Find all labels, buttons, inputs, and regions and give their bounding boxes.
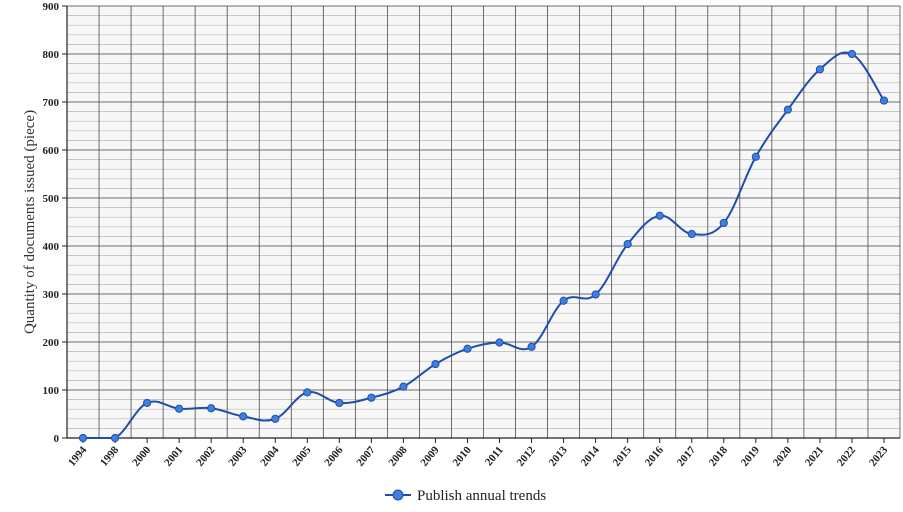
data-point	[78, 433, 88, 443]
y-tick-label: 600	[43, 145, 60, 157]
data-point	[271, 414, 280, 423]
grid-lines	[66, 5, 901, 439]
data-point	[559, 296, 568, 305]
y-axis-ticks: 0 100 200 300 400 500 600 700 800 900	[43, 1, 67, 445]
x-tick-label: 2006	[322, 444, 346, 469]
data-point	[687, 229, 696, 239]
x-tick-label: 2017	[675, 444, 699, 469]
x-tick-label: 2001	[162, 444, 185, 469]
data-point	[751, 152, 760, 161]
x-tick-label: 2002	[194, 444, 218, 469]
data-point	[783, 105, 792, 114]
legend-label: Publish annual trends	[417, 488, 546, 504]
x-tick-label: 2022	[835, 444, 859, 469]
x-tick-label: 2021	[803, 444, 826, 469]
data-point	[110, 433, 120, 443]
x-tick-label: 2009	[418, 444, 442, 469]
data-point	[142, 398, 152, 408]
x-axis-ticks: 1994 1998 2000 2001 2002 2003 2004 2005 2006 2007…	[66, 438, 891, 469]
x-tick-label: 2004	[258, 444, 282, 469]
x-tick-label: 2003	[226, 444, 250, 469]
data-point	[719, 218, 728, 228]
data-point	[399, 382, 408, 391]
data-point	[591, 290, 600, 299]
y-tick-label: 200	[43, 337, 60, 349]
x-tick-label: 2000	[130, 444, 154, 469]
x-tick-label: 2008	[386, 444, 410, 469]
x-tick-label: 1998	[98, 444, 122, 469]
x-tick-label: 2010	[450, 444, 474, 469]
x-tick-label: 2018	[707, 444, 731, 469]
legend[interactable]: Publish annual trends	[385, 488, 546, 504]
x-tick-label: 2012	[515, 444, 539, 469]
x-tick-label: 2011	[483, 444, 506, 468]
legend-marker-swatch	[392, 489, 404, 501]
y-tick-label: 400	[43, 241, 60, 253]
y-tick-label: 900	[43, 1, 60, 13]
data-point	[495, 338, 504, 347]
data-point	[847, 49, 857, 59]
x-tick-label: 1994	[66, 444, 90, 469]
y-tick-label: 500	[43, 193, 60, 205]
x-tick-label: 2016	[643, 444, 667, 469]
x-tick-label: 2014	[579, 444, 603, 469]
x-tick-label: 2020	[771, 444, 795, 469]
x-tick-label: 2013	[547, 444, 571, 469]
data-point	[303, 388, 312, 397]
y-tick-label: 100	[43, 385, 60, 397]
data-point	[431, 359, 440, 369]
x-tick-label: 2005	[290, 444, 314, 469]
data-point	[175, 404, 184, 413]
x-tick-label: 2007	[354, 444, 378, 469]
data-point	[335, 398, 344, 408]
y-axis-title: Quantity of documents issued (piece)	[22, 110, 38, 334]
data-point	[367, 393, 376, 402]
y-tick-label: 700	[43, 97, 60, 109]
data-point	[239, 412, 248, 421]
data-point	[207, 404, 216, 413]
x-tick-label: 2019	[739, 444, 763, 469]
y-tick-label: 300	[43, 289, 60, 301]
data-point	[815, 65, 825, 74]
x-tick-label: 2015	[611, 444, 635, 469]
x-tick-label: 2023	[867, 444, 891, 469]
data-point	[879, 96, 889, 105]
data-point	[655, 211, 664, 220]
data-point	[623, 239, 632, 249]
axes	[66, 6, 900, 439]
y-tick-label: 0	[54, 433, 60, 445]
data-point	[463, 344, 472, 353]
series-layer	[78, 49, 889, 443]
y-tick-label: 800	[43, 49, 60, 61]
data-point	[527, 342, 536, 351]
